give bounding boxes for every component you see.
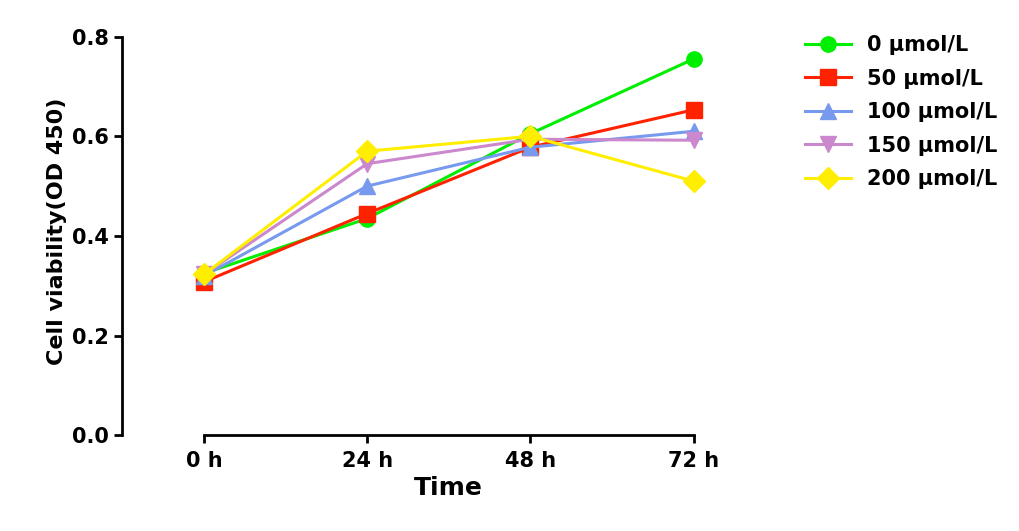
50 μmol/L <box>524 144 536 150</box>
Line: 0 μmol/L: 0 μmol/L <box>197 52 700 281</box>
200 μmol/L <box>198 271 210 278</box>
200 μmol/L <box>687 178 699 184</box>
Line: 50 μmol/L: 50 μmol/L <box>197 102 700 289</box>
X-axis label: Time: Time <box>414 476 483 500</box>
200 μmol/L <box>524 133 536 140</box>
0 μmol/L <box>687 56 699 62</box>
150 μmol/L <box>524 136 536 142</box>
50 μmol/L <box>198 279 210 285</box>
150 μmol/L <box>687 137 699 143</box>
0 μmol/L <box>198 270 210 277</box>
0 μmol/L <box>361 216 373 222</box>
50 μmol/L <box>687 107 699 113</box>
150 μmol/L <box>361 160 373 167</box>
100 μmol/L <box>361 183 373 189</box>
100 μmol/L <box>687 128 699 134</box>
Y-axis label: Cell viability(OD 450): Cell viability(OD 450) <box>47 97 66 365</box>
0 μmol/L <box>524 131 536 137</box>
Line: 150 μmol/L: 150 μmol/L <box>197 132 700 282</box>
50 μmol/L <box>361 210 373 217</box>
Line: 200 μmol/L: 200 μmol/L <box>197 129 700 282</box>
100 μmol/L <box>524 144 536 150</box>
Legend: 0 μmol/L, 50 μmol/L, 100 μmol/L, 150 μmol/L, 200 μmol/L: 0 μmol/L, 50 μmol/L, 100 μmol/L, 150 μmo… <box>798 29 1003 195</box>
Line: 100 μmol/L: 100 μmol/L <box>197 124 700 284</box>
150 μmol/L <box>198 271 210 278</box>
200 μmol/L <box>361 148 373 155</box>
100 μmol/L <box>198 273 210 279</box>
